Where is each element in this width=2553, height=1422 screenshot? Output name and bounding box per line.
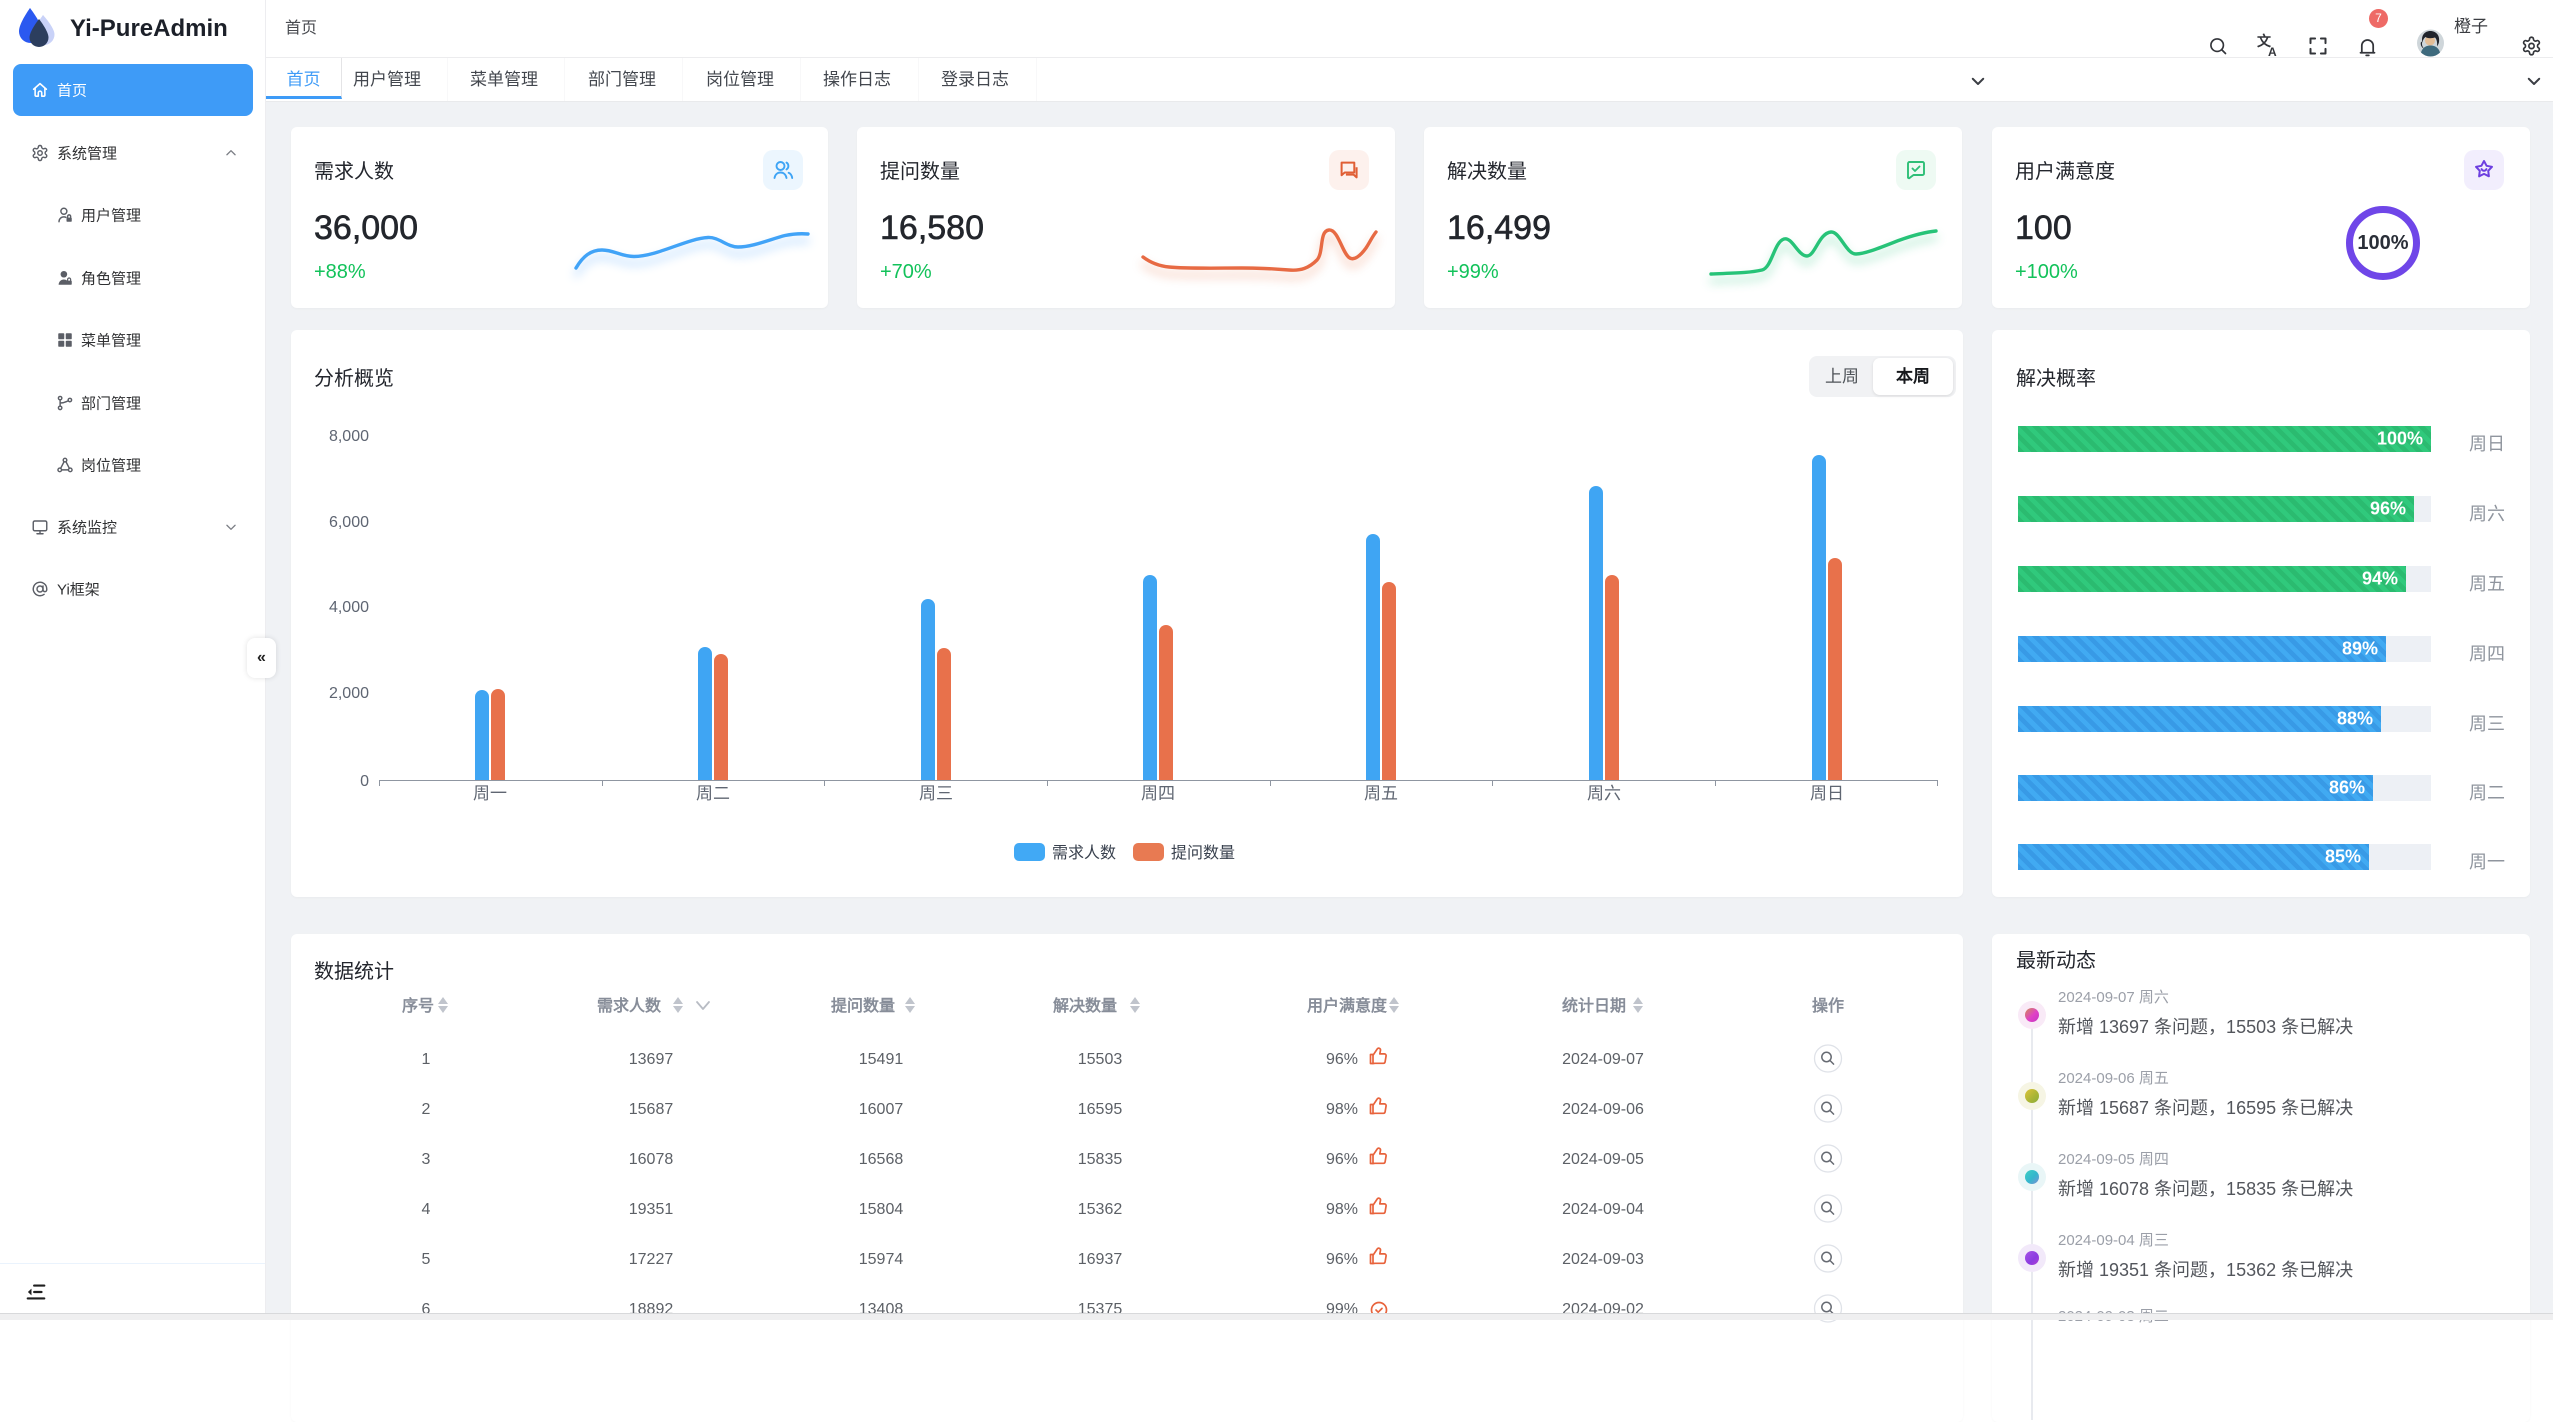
svg-text:2: 2	[422, 1101, 431, 1118]
svg-text:19351: 19351	[629, 1201, 674, 1218]
svg-text:统计日期: 统计日期	[1562, 996, 1626, 1015]
svg-text:15804: 15804	[859, 1201, 904, 1218]
svg-text:用户满意度: 用户满意度	[1307, 996, 1388, 1015]
svg-text:98%: 98%	[1326, 1201, 1358, 1218]
svg-text:15491: 15491	[859, 1051, 904, 1068]
svg-text:解决数量: 解决数量	[1053, 996, 1117, 1015]
svg-text:周五: 周五	[1364, 784, 1398, 803]
svg-text:提问数量: 提问数量	[1171, 844, 1235, 862]
svg-text:96%: 96%	[1326, 1051, 1358, 1068]
svg-text:周六: 周六	[1587, 784, 1621, 803]
svg-text:2024-09-03: 2024-09-03	[1562, 1251, 1644, 1268]
svg-text:96%: 96%	[1326, 1151, 1358, 1168]
svg-text:96%: 96%	[1326, 1251, 1358, 1268]
svg-text:4,000: 4,000	[329, 599, 369, 616]
svg-text:1: 1	[422, 1051, 431, 1068]
svg-text:98%: 98%	[1326, 1101, 1358, 1118]
svg-text:2,000: 2,000	[329, 685, 369, 702]
svg-text:2024-09-06: 2024-09-06	[1562, 1101, 1644, 1118]
svg-text:周四: 周四	[1141, 784, 1175, 803]
svg-text:A: A	[2268, 45, 2277, 59]
svg-text:文: 文	[2257, 33, 2272, 49]
svg-text:4: 4	[422, 1201, 431, 1218]
svg-text:操作: 操作	[1812, 996, 1844, 1015]
svg-text:周二: 周二	[696, 784, 730, 803]
svg-text:提问数量: 提问数量	[831, 996, 895, 1015]
svg-text:17227: 17227	[629, 1251, 674, 1268]
svg-text:需求人数: 需求人数	[597, 996, 662, 1015]
svg-text:周日: 周日	[1810, 784, 1844, 803]
svg-text:15503: 15503	[1078, 1051, 1123, 1068]
svg-text:6,000: 6,000	[329, 514, 369, 531]
svg-text:2024-09-04: 2024-09-04	[1562, 1201, 1644, 1218]
svg-text:16937: 16937	[1078, 1251, 1123, 1268]
svg-text:需求人数: 需求人数	[1052, 844, 1116, 862]
svg-text:序号: 序号	[402, 996, 434, 1015]
svg-text:16568: 16568	[859, 1151, 904, 1168]
svg-text:16078: 16078	[629, 1151, 674, 1168]
svg-text:8,000: 8,000	[329, 428, 369, 445]
svg-text:5: 5	[422, 1251, 431, 1268]
svg-text:2024-09-05: 2024-09-05	[1562, 1151, 1644, 1168]
svg-text:周一: 周一	[473, 784, 507, 803]
svg-text:周三: 周三	[919, 784, 953, 803]
svg-text:2024-09-07: 2024-09-07	[1562, 1051, 1644, 1068]
svg-text:15362: 15362	[1078, 1201, 1123, 1218]
svg-text:16007: 16007	[859, 1101, 904, 1118]
svg-text:15835: 15835	[1078, 1151, 1123, 1168]
svg-text:13697: 13697	[629, 1051, 674, 1068]
svg-text:0: 0	[360, 773, 369, 790]
svg-text:16595: 16595	[1078, 1101, 1123, 1118]
svg-text:3: 3	[422, 1151, 431, 1168]
svg-text:15974: 15974	[859, 1251, 904, 1268]
svg-text:6: 6	[422, 1301, 431, 1318]
svg-text:15687: 15687	[629, 1101, 674, 1118]
